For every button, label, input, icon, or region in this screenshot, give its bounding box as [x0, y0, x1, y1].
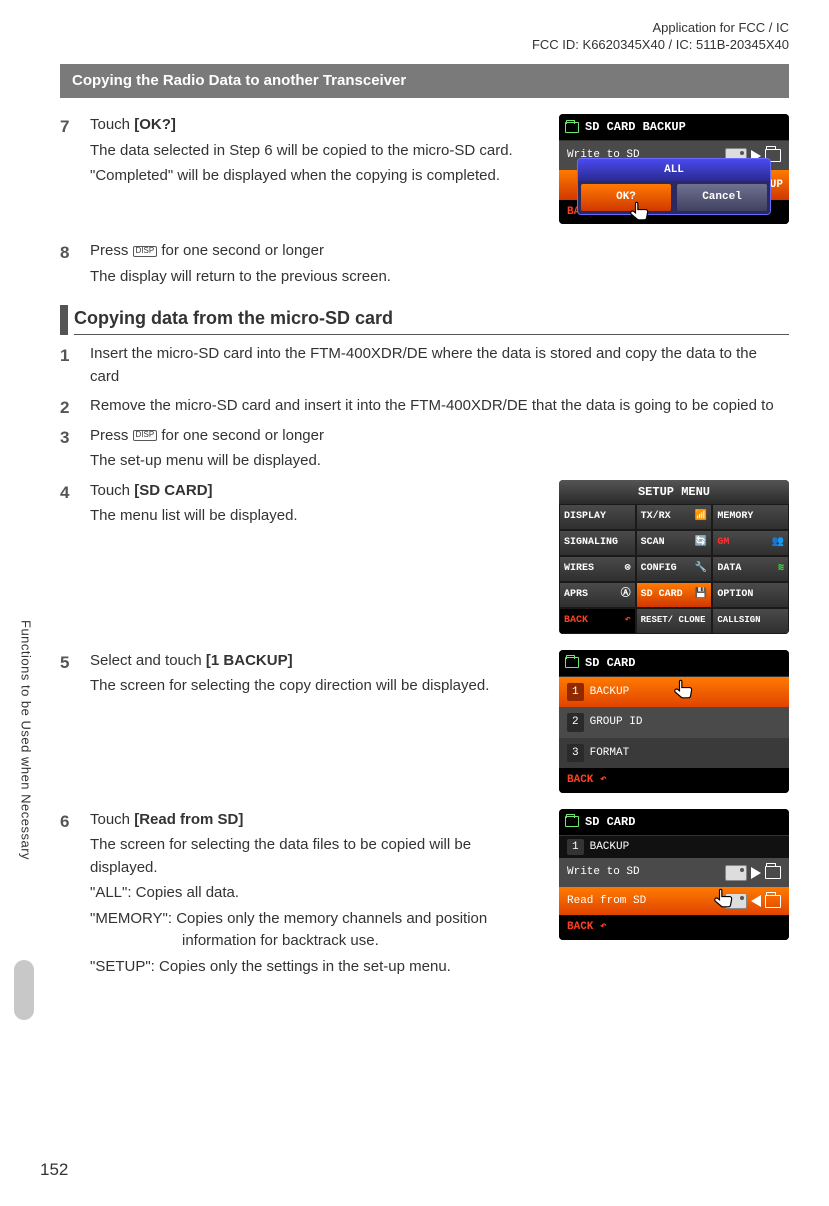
- menu-txrx[interactable]: TX/RX📶: [636, 504, 713, 530]
- touch-hand-icon: [709, 887, 737, 915]
- menu-display[interactable]: DISPLAY: [559, 504, 636, 530]
- header-line1: Application for FCC / IC: [60, 20, 789, 37]
- menu-aprs[interactable]: APRSⒶ: [559, 582, 636, 608]
- menu-config[interactable]: CONFIG🔧: [636, 556, 713, 582]
- device-screen-backup-dialog: SD CARD BACKUP Write to SD UP ALL OK?: [559, 114, 789, 224]
- back-button[interactable]: BACK↶: [559, 608, 636, 634]
- substep-4: 4 Touch [SD CARD] The menu list will be …: [60, 480, 541, 531]
- header-line2: FCC ID: K6620345X40 / IC: 511B-20345X40: [60, 37, 789, 54]
- step-7: 7 Touch [OK?] The data selected in Step …: [60, 114, 541, 191]
- read-from-sd-row[interactable]: Read from SD: [559, 887, 789, 916]
- device-screen-sd-card-menu: SD CARD 1 BACKUP 2 GROUP ID 3 FORMAT BAC…: [559, 650, 789, 793]
- device-screen-setup-menu: SETUP MENU DISPLAY TX/RX📶 MEMORY SIGNALI…: [559, 480, 789, 634]
- step-action: Touch [OK?]: [90, 114, 541, 137]
- subheading: Copying data from the micro-SD card: [60, 305, 789, 335]
- substep-2: 2 Remove the micro-SD card and insert it…: [60, 395, 789, 421]
- side-tab-pill: [14, 960, 34, 1020]
- folder-icon: [565, 122, 579, 133]
- back-button[interactable]: BACK ↶: [559, 768, 789, 793]
- menu-item-group-id[interactable]: 2 GROUP ID: [559, 707, 789, 738]
- substep-6: 6 Touch [Read from SD] The screen for se…: [60, 809, 541, 982]
- page-number: 152: [40, 1157, 68, 1183]
- menu-reset-clone[interactable]: RESET/ CLONE: [636, 608, 713, 634]
- cancel-button[interactable]: Cancel: [677, 184, 767, 211]
- disp-key-icon: DISP: [133, 246, 158, 257]
- step-action: Press DISP for one second or longer: [90, 240, 789, 263]
- touch-hand-icon: [625, 200, 653, 224]
- side-tab-label: Functions to be Used when Necessary: [16, 620, 36, 860]
- menu-data[interactable]: DATA≋: [712, 556, 789, 582]
- menu-memory[interactable]: MEMORY: [712, 504, 789, 530]
- step-8: 8 Press DISP for one second or longer Th…: [60, 240, 789, 291]
- menu-signaling[interactable]: SIGNALING: [559, 530, 636, 556]
- confirm-dialog: ALL OK? Cancel: [577, 158, 771, 215]
- folder-icon: [565, 816, 579, 827]
- substep-3: 3 Press DISP for one second or longer Th…: [60, 425, 789, 476]
- back-button[interactable]: BACK ↶: [559, 915, 789, 940]
- step-number: 7: [60, 114, 76, 191]
- step-desc: The data selected in Step 6 will be copi…: [90, 140, 541, 163]
- menu-item-format[interactable]: 3 FORMAT: [559, 738, 789, 769]
- substep-1: 1 Insert the micro-SD card into the FTM-…: [60, 343, 789, 391]
- application-header: Application for FCC / IC FCC ID: K662034…: [60, 20, 789, 54]
- touch-hand-icon: [669, 678, 697, 706]
- step-desc: "Completed" will be displayed when the c…: [90, 165, 541, 188]
- disp-key-icon: DISP: [133, 430, 158, 441]
- device-screen-backup-direction: SD CARD 1 BACKUP Write to SD Read from S…: [559, 809, 789, 940]
- section-title-bar: Copying the Radio Data to another Transc…: [60, 64, 789, 99]
- menu-scan[interactable]: SCAN🔄: [636, 530, 713, 556]
- menu-option[interactable]: OPTION: [712, 582, 789, 608]
- step-desc: The display will return to the previous …: [90, 266, 789, 289]
- substep-5: 5 Select and touch [1 BACKUP] The screen…: [60, 650, 541, 701]
- folder-icon: [565, 657, 579, 668]
- menu-sd-card[interactable]: SD CARD💾: [636, 582, 713, 608]
- menu-callsign[interactable]: CALLSIGN: [712, 608, 789, 634]
- write-to-sd-row[interactable]: Write to SD: [559, 858, 789, 887]
- menu-gm[interactable]: GM👥: [712, 530, 789, 556]
- menu-wires[interactable]: WIRES⊗: [559, 556, 636, 582]
